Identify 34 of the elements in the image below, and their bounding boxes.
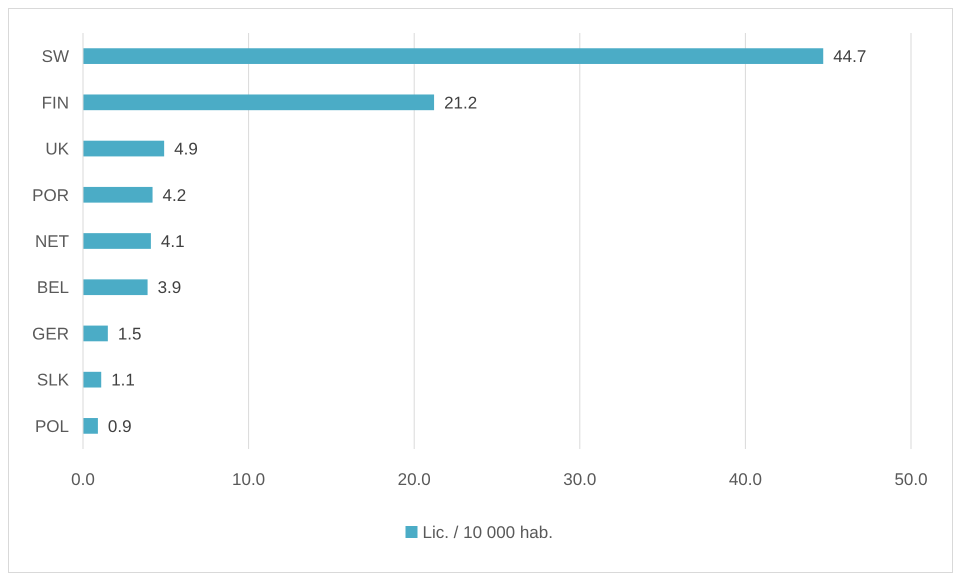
data-label: 21.2 bbox=[444, 93, 478, 112]
x-tick-label: 30.0 bbox=[563, 470, 596, 489]
data-label: 4.9 bbox=[174, 140, 198, 159]
x-tick-label: 40.0 bbox=[728, 470, 762, 489]
data-label: 1.5 bbox=[118, 324, 142, 344]
x-tick-label: 10.0 bbox=[232, 470, 266, 489]
x-tick-label: 0.0 bbox=[71, 470, 95, 489]
bar bbox=[83, 326, 108, 342]
data-label: 3.9 bbox=[158, 278, 182, 298]
y-tick-label: BEL bbox=[36, 278, 69, 298]
bar bbox=[83, 140, 164, 156]
data-label: 44.7 bbox=[833, 47, 866, 66]
y-tick-label: POL bbox=[34, 416, 69, 436]
data-label: 0.9 bbox=[108, 416, 132, 436]
y-tick-label: UK bbox=[45, 140, 70, 159]
y-tick-label: SLK bbox=[36, 370, 70, 390]
data-label: 4.1 bbox=[160, 232, 185, 251]
data-label: 4.2 bbox=[162, 186, 186, 205]
y-tick-label: GER bbox=[32, 324, 69, 344]
bar bbox=[83, 186, 153, 203]
y-tick-label: SW bbox=[42, 47, 69, 66]
bar bbox=[83, 372, 102, 388]
bar bbox=[83, 94, 434, 110]
data-label: 1.1 bbox=[111, 370, 135, 390]
x-tick-label: 50.0 bbox=[894, 470, 928, 489]
legend-label: Lic. / 10 000 hab. bbox=[422, 523, 553, 542]
bar bbox=[83, 48, 824, 64]
y-tick-label: FIN bbox=[42, 93, 69, 112]
x-tick-label: 20.0 bbox=[398, 470, 431, 489]
y-tick-label: NET bbox=[35, 232, 69, 251]
y-tick-label: POR bbox=[32, 186, 69, 205]
bar bbox=[83, 233, 151, 249]
bar bbox=[83, 279, 148, 296]
bar bbox=[83, 418, 98, 434]
